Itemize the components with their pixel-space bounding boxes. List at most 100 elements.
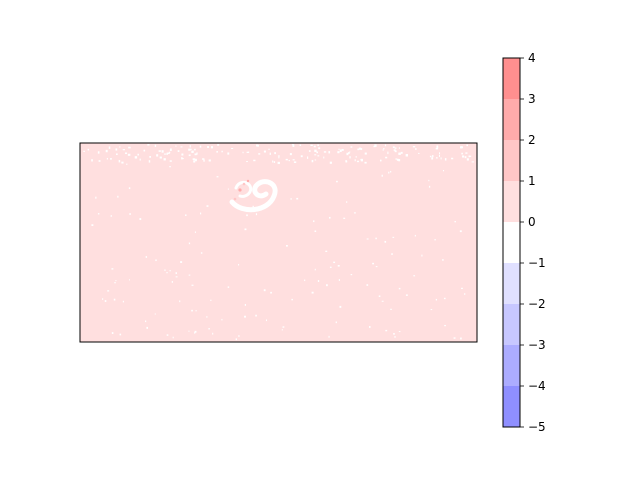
- speckle: [323, 151, 327, 153]
- speckle: [300, 155, 303, 158]
- speckle: [274, 152, 276, 155]
- speckle: [460, 337, 462, 340]
- speckle: [314, 230, 317, 232]
- speckle: [208, 159, 211, 162]
- speckle: [188, 242, 191, 245]
- speckle: [181, 158, 184, 160]
- speckle: [454, 221, 456, 223]
- speckle: [354, 159, 356, 162]
- speckle: [329, 161, 332, 164]
- speckle: [119, 146, 121, 148]
- speckle: [387, 151, 389, 155]
- speckle: [314, 159, 317, 161]
- speckle: [415, 148, 417, 150]
- speckle: [337, 151, 340, 154]
- speckle: [196, 152, 198, 155]
- speckle: [169, 160, 172, 162]
- speckle: [238, 263, 240, 266]
- speckle: [217, 144, 220, 146]
- speckle: [350, 146, 353, 148]
- speckle: [400, 151, 403, 154]
- speckle: [207, 146, 209, 148]
- speckle: [286, 245, 288, 247]
- speckle: [244, 315, 246, 318]
- speckle: [310, 144, 313, 146]
- speckle: [194, 332, 196, 334]
- near-zero-speckles: [83, 144, 475, 341]
- speckle: [248, 151, 250, 153]
- speckle: [167, 152, 170, 154]
- colorbar-bin: [503, 304, 520, 345]
- speckle: [343, 217, 346, 219]
- speckle: [210, 299, 212, 301]
- speckle: [329, 266, 332, 268]
- speckle: [328, 335, 330, 338]
- speckle: [464, 293, 466, 295]
- speckle: [127, 153, 131, 156]
- speckle: [255, 213, 258, 216]
- speckle: [149, 156, 151, 158]
- speckle: [304, 279, 306, 282]
- speckle: [185, 214, 187, 216]
- speckle: [311, 159, 314, 163]
- speckle: [258, 153, 261, 155]
- speckle: [405, 154, 408, 157]
- speckle: [188, 154, 191, 157]
- speckle: [194, 231, 197, 233]
- speckle: [394, 147, 397, 149]
- speckle: [431, 157, 434, 160]
- speckle: [398, 152, 401, 155]
- speckle: [293, 161, 297, 163]
- speckle: [364, 152, 367, 155]
- speckle: [190, 148, 192, 150]
- speckle: [104, 300, 107, 302]
- speckle: [385, 329, 388, 332]
- speckle: [194, 158, 197, 162]
- speckle: [121, 161, 124, 164]
- speckle: [338, 279, 340, 281]
- spiral-feature-inner: [234, 180, 253, 198]
- speckle: [308, 150, 311, 152]
- speckle: [356, 160, 360, 163]
- speckle: [381, 174, 383, 177]
- speckle: [163, 153, 167, 155]
- speckle: [101, 298, 104, 300]
- speckle: [246, 160, 248, 163]
- speckle: [128, 146, 131, 149]
- speckle: [110, 215, 112, 217]
- speckle: [398, 331, 401, 333]
- speckle: [263, 289, 266, 292]
- speckle: [444, 158, 447, 161]
- speckle: [83, 150, 85, 152]
- speckle: [459, 146, 462, 149]
- speckle: [188, 148, 191, 151]
- speckle: [375, 237, 377, 240]
- speckle: [191, 150, 194, 153]
- speckle: [168, 151, 171, 154]
- speckle: [139, 158, 141, 161]
- speckle: [273, 161, 276, 163]
- speckle: [199, 145, 202, 148]
- colorbar-tick-label: 4: [528, 51, 536, 65]
- speckle: [194, 148, 196, 150]
- speckle: [158, 150, 161, 152]
- speckle: [337, 265, 340, 267]
- speckle: [169, 270, 171, 272]
- speckle: [466, 144, 469, 147]
- spiral-feature-positive-dot: [233, 197, 237, 201]
- speckle: [246, 151, 249, 153]
- speckle: [97, 151, 100, 154]
- speckle: [307, 156, 309, 159]
- speckle: [91, 224, 94, 226]
- speckle: [428, 185, 431, 188]
- speckle: [188, 330, 190, 332]
- spiral-feature-positive-dot: [242, 182, 246, 186]
- speckle: [432, 155, 434, 158]
- speckle: [137, 153, 139, 156]
- speckle: [291, 144, 295, 146]
- speckle: [115, 148, 118, 151]
- speckle: [464, 156, 467, 159]
- speckle: [391, 253, 393, 255]
- speckle: [435, 157, 438, 159]
- speckle: [116, 153, 118, 155]
